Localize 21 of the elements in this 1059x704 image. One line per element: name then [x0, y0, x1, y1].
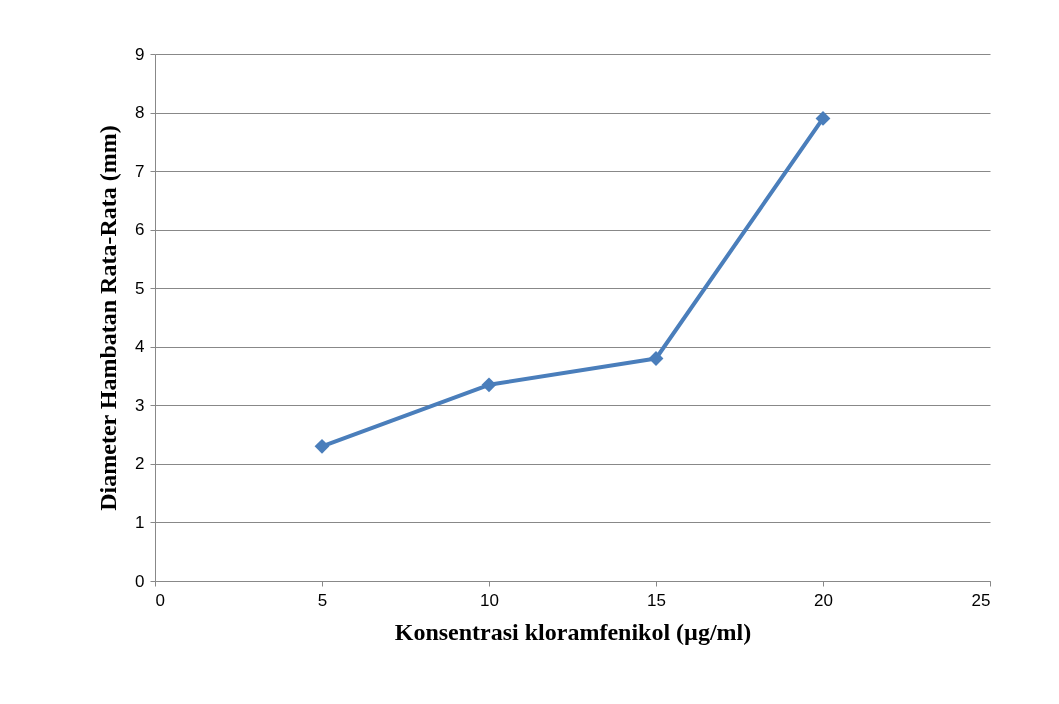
y-tick-label: 3: [135, 395, 145, 415]
y-axis-title: Diameter Hambatan Rata-Rata (mm): [95, 125, 122, 511]
y-tick-label: 5: [135, 278, 145, 298]
y-tick-label: 0: [135, 571, 145, 591]
x-tick-label: 10: [480, 590, 499, 610]
point: [314, 438, 330, 454]
x-tick-label: 20: [814, 590, 833, 610]
x-tick-label: 5: [317, 590, 328, 610]
y-tick-label: 1: [135, 512, 145, 532]
x-tick-label: 15: [647, 590, 666, 610]
y-tick-label: 6: [135, 220, 145, 240]
y-tick-label: 4: [135, 337, 145, 357]
y-tick-label: 8: [135, 103, 145, 123]
x-tick-label: 25: [971, 590, 991, 610]
point: [815, 111, 831, 126]
x-axis-title: Konsentrasi kloramfenikol (µg/ml): [394, 618, 752, 645]
y-tick-label: 7: [135, 161, 145, 181]
y-tick-label: 9: [135, 44, 145, 64]
point: [481, 377, 497, 393]
x-tick-label: 0: [155, 590, 165, 610]
y-tick-label: 2: [135, 454, 145, 474]
